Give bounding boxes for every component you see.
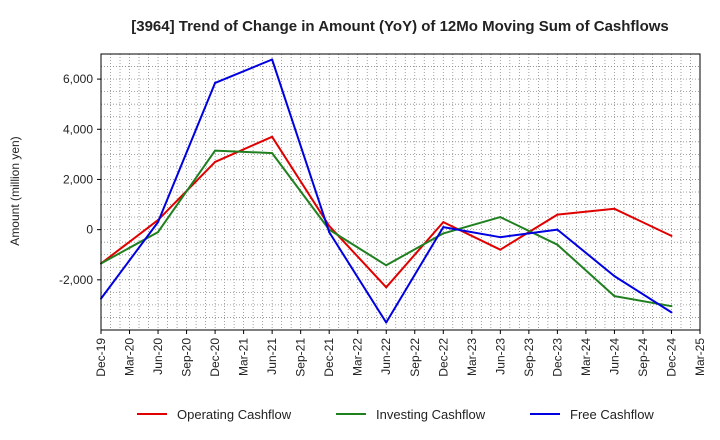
x-tick-label: Dec-22 <box>436 338 450 377</box>
x-tick-label: Jun-23 <box>493 338 507 375</box>
y-tick-label: 2,000 <box>63 172 93 186</box>
y-tick-label: 6,000 <box>63 72 93 86</box>
x-tick-label: Sep-20 <box>180 338 194 377</box>
y-axis-ticks: -2,000 0 2,000 4,000 6,000 <box>59 72 101 287</box>
data-point-investing-cashflow <box>442 232 445 235</box>
data-point-investing-cashflow <box>670 305 673 308</box>
x-tick-label: Sep-21 <box>294 338 308 377</box>
legend-label: Operating Cashflow <box>177 407 292 422</box>
data-point-operating-cashflow <box>613 207 616 210</box>
x-tick-label: Mar-22 <box>351 338 365 376</box>
x-tick-label: Dec-19 <box>94 338 108 377</box>
legend-label: Free Cashflow <box>570 407 654 422</box>
data-point-free-cashflow <box>271 58 274 61</box>
data-point-operating-cashflow <box>670 234 673 237</box>
data-point-operating-cashflow <box>442 221 445 224</box>
plot-border <box>100 53 701 331</box>
data-point-free-cashflow <box>328 231 331 234</box>
x-tick-label: Mar-25 <box>693 338 707 376</box>
x-axis-ticks: Dec-19 Mar-20 Jun-20 Sep-20 Dec-20 Mar-21 Jun-… <box>94 330 707 377</box>
series-lines <box>100 58 673 324</box>
data-point-free-cashflow <box>670 311 673 314</box>
y-tick-label: -2,000 <box>59 273 93 287</box>
data-point-operating-cashflow <box>499 248 502 251</box>
legend-label: Investing Cashflow <box>376 407 486 422</box>
data-point-free-cashflow <box>214 81 217 84</box>
x-tick-label: Dec-21 <box>322 338 336 377</box>
x-tick-label: Mar-20 <box>123 338 137 376</box>
x-tick-label: Dec-24 <box>664 338 678 377</box>
data-point-operating-cashflow <box>271 135 274 138</box>
x-tick-label: Sep-23 <box>522 338 536 377</box>
y-axis-label: Amount (million yen) <box>8 136 22 245</box>
x-tick-label: Dec-23 <box>550 338 564 377</box>
legend-item-investing-cashflow: Investing Cashflow <box>336 407 486 422</box>
x-tick-label: Jun-22 <box>379 338 393 375</box>
data-point-operating-cashflow <box>556 213 559 216</box>
plot-frame <box>101 54 700 330</box>
x-tick-label: Sep-22 <box>408 338 422 377</box>
legend-item-operating-cashflow: Operating Cashflow <box>137 407 292 422</box>
x-tick-label: Sep-24 <box>636 338 650 377</box>
data-point-free-cashflow <box>157 221 160 224</box>
x-tick-label: Jun-21 <box>265 338 279 375</box>
data-point-investing-cashflow <box>271 152 274 155</box>
legend: Operating Cashflow Investing Cashflow Free… <box>137 407 654 422</box>
x-tick-label: Dec-20 <box>208 338 222 377</box>
data-point-investing-cashflow <box>556 243 559 246</box>
data-point-free-cashflow <box>499 236 502 239</box>
data-point-free-cashflow <box>613 275 616 278</box>
data-point-free-cashflow <box>442 226 445 229</box>
data-point-investing-cashflow <box>385 264 388 267</box>
data-point-free-cashflow <box>385 321 388 324</box>
x-tick-label: Mar-24 <box>579 338 593 376</box>
chart-title: [3964] Trend of Change in Amount (YoY) o… <box>131 18 669 35</box>
y-tick-label: 0 <box>86 223 93 237</box>
data-point-operating-cashflow <box>214 160 217 163</box>
plot-area <box>100 53 701 331</box>
data-point-investing-cashflow <box>613 295 616 298</box>
x-tick-label: Mar-21 <box>237 338 251 376</box>
data-point-operating-cashflow <box>328 224 331 227</box>
x-tick-label: Mar-23 <box>465 338 479 376</box>
legend-item-free-cashflow: Free Cashflow <box>530 407 654 422</box>
x-tick-label: Jun-20 <box>151 338 165 375</box>
x-tick-label: Jun-24 <box>607 338 621 375</box>
data-point-operating-cashflow <box>385 286 388 289</box>
data-point-investing-cashflow <box>214 149 217 152</box>
data-point-investing-cashflow <box>157 231 160 234</box>
data-point-investing-cashflow <box>499 216 502 219</box>
y-tick-label: 4,000 <box>63 122 93 136</box>
data-point-free-cashflow <box>556 228 559 231</box>
